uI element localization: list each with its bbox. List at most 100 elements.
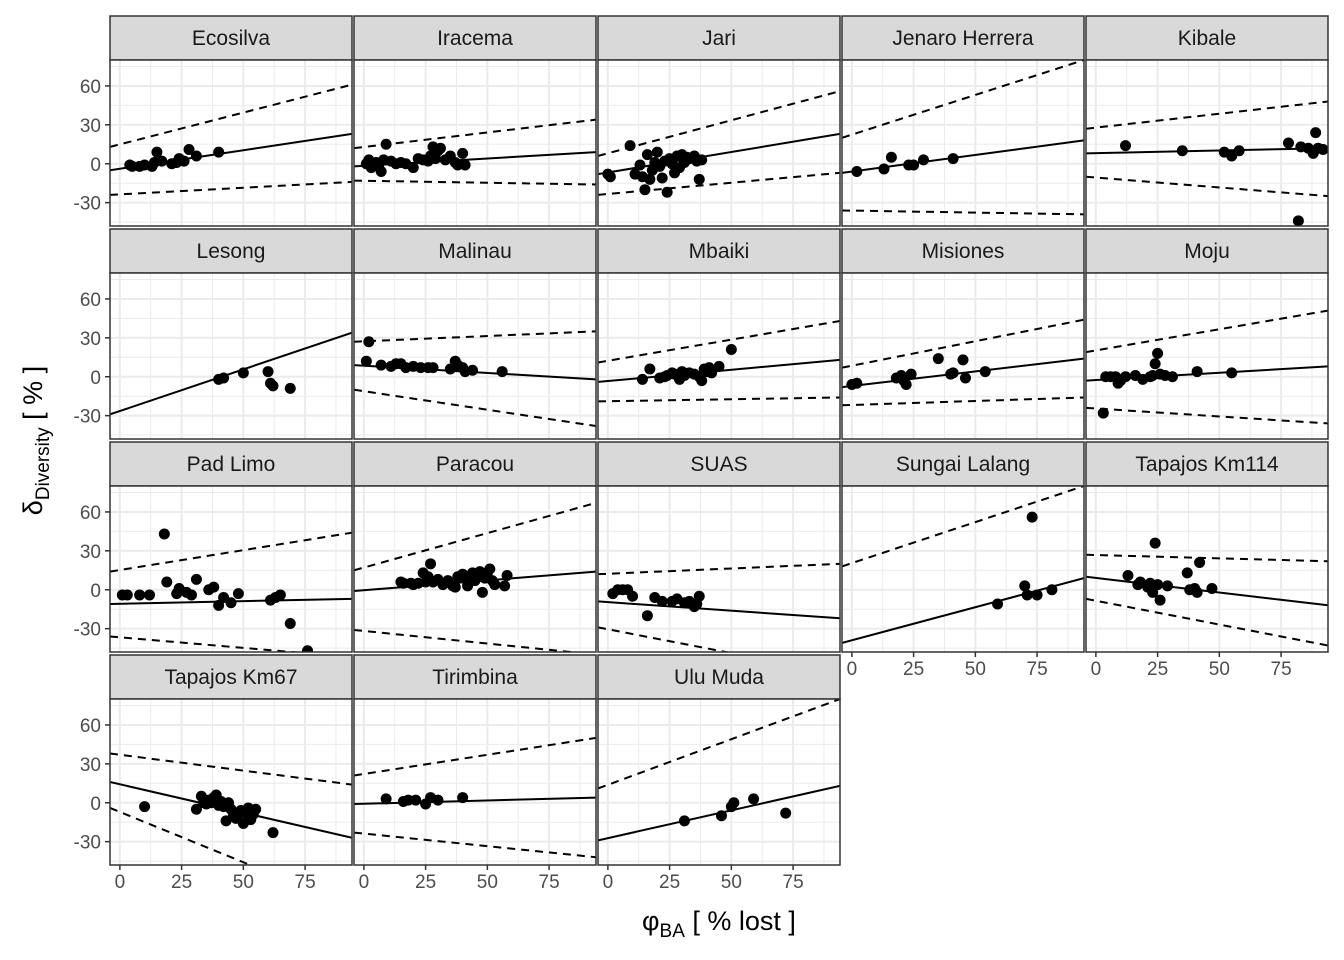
panel-data-iracema (354, 118, 596, 186)
panel-border (353, 59, 597, 227)
fit-line (110, 331, 352, 416)
lower-interval-line (1086, 406, 1328, 425)
data-point (1149, 358, 1161, 370)
upper-interval-line (1086, 553, 1328, 563)
panel-border (109, 698, 353, 866)
data-point (696, 375, 708, 387)
data-point (183, 143, 195, 155)
panel-background (598, 699, 840, 865)
data-point (185, 589, 197, 601)
data-point (501, 569, 513, 581)
panel-border (597, 698, 841, 866)
strip-ulu-muda (597, 654, 841, 700)
upper-interval-line (842, 486, 1084, 568)
panel-background (598, 486, 840, 652)
panel-border (841, 485, 1085, 653)
x-axis-title-main: φ (642, 906, 660, 936)
y-tick-label: -30 (74, 620, 101, 641)
data-point (363, 336, 375, 348)
upper-interval-line (598, 562, 840, 576)
fit-line (354, 796, 596, 806)
strip-label-paracou: Paracou (436, 453, 514, 476)
upper-interval-line (598, 699, 840, 790)
data-point (218, 372, 230, 384)
data-point (427, 362, 439, 374)
data-point (992, 598, 1004, 610)
data-point (947, 153, 959, 165)
data-point (713, 360, 725, 372)
data-point (134, 589, 146, 601)
data-point (360, 355, 372, 367)
panel-data-tapajos-km114 (1086, 537, 1328, 647)
data-point (661, 186, 673, 198)
data-point (696, 154, 708, 166)
panel-data-sungai-lalang (842, 486, 1084, 644)
panel-border (353, 698, 597, 866)
data-point (851, 377, 863, 389)
x-tick-label: 25 (659, 872, 680, 893)
data-point (693, 590, 705, 602)
data-point (1122, 569, 1134, 581)
data-point (932, 353, 944, 365)
data-point (232, 588, 244, 600)
y-tick-label: 60 (80, 290, 101, 311)
panel-border (109, 272, 353, 440)
data-point (274, 589, 286, 601)
panel-suas: SUAS (597, 441, 841, 653)
panel-data-jari (598, 90, 840, 198)
strip-label-pad-limo: Pad Limo (187, 453, 276, 476)
data-point (380, 793, 392, 805)
data-point (725, 344, 737, 356)
data-point (484, 563, 496, 575)
panel-background (354, 273, 596, 439)
upper-interval-line (1086, 100, 1328, 130)
x-axis-title-rest: [ % lost ] (685, 906, 796, 936)
panel-data-mbaiki (598, 319, 840, 403)
panel-data-jenaro-herrera (842, 60, 1084, 216)
panel-background (842, 60, 1084, 226)
data-point (190, 150, 202, 162)
panel-border (1085, 59, 1329, 227)
data-point (1152, 347, 1164, 359)
upper-interval-line (354, 118, 596, 150)
x-tick-label: 75 (1027, 659, 1048, 680)
strip-jari (597, 15, 841, 61)
data-point (885, 151, 897, 163)
data-point (624, 140, 636, 152)
data-point (1021, 589, 1033, 601)
data-point (900, 379, 912, 391)
x-axis-title-sub: BA (660, 921, 686, 942)
strip-iracema (353, 15, 597, 61)
data-point (1282, 137, 1294, 149)
x-tick-label: 75 (295, 872, 316, 893)
lower-interval-line (1086, 175, 1328, 198)
panel-data-lesong (110, 331, 352, 416)
data-point (284, 617, 296, 629)
strip-tapajos-km114 (1085, 441, 1329, 487)
data-point (1292, 215, 1304, 226)
x-tick-label: 25 (903, 659, 924, 680)
data-point (1176, 145, 1188, 157)
x-tick-label: 50 (721, 872, 742, 893)
panel-background (1086, 273, 1328, 439)
data-point (225, 597, 237, 609)
x-tick-label: 0 (847, 659, 858, 680)
fit-line (598, 600, 840, 620)
y-tick-label: 60 (80, 716, 101, 737)
lower-interval-line (354, 628, 581, 652)
lower-interval-line (354, 179, 596, 186)
strip-label-jenaro-herrera: Jenaro Herrera (892, 27, 1034, 50)
panel-border (597, 59, 841, 227)
facet-panels: Ecosilva -30 0 30 60 Iracema Jari Jenaro Herrer… (74, 15, 1329, 893)
data-point (410, 794, 422, 806)
panel-data-ecosilva (110, 83, 352, 196)
data-point (641, 149, 653, 161)
data-point (1166, 371, 1178, 383)
lower-interval-line (598, 171, 840, 196)
strip-label-moju: Moju (1184, 240, 1230, 263)
strip-label-sungai-lalang: Sungai Lalang (896, 453, 1030, 476)
y-axis-title-rest: [ % ] (18, 366, 48, 428)
data-point (979, 366, 991, 378)
data-point (656, 172, 668, 184)
strip-label-jari: Jari (702, 27, 736, 50)
